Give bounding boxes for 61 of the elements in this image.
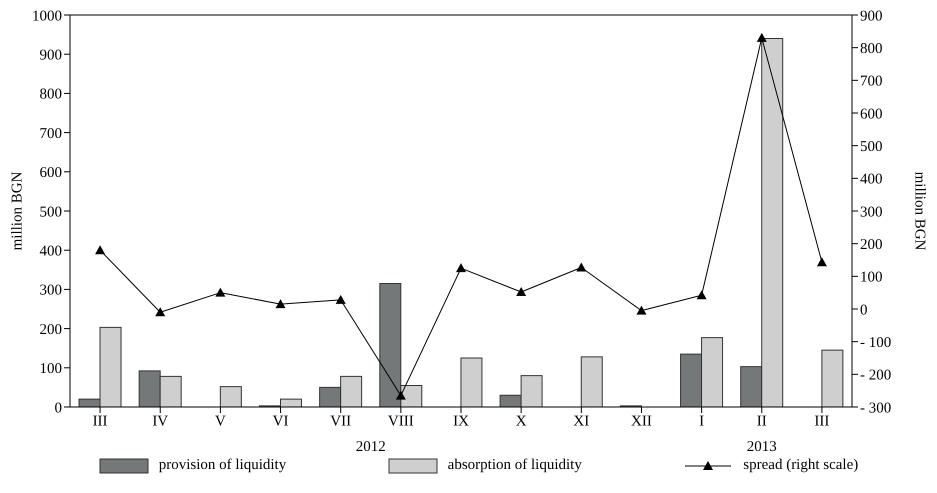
x-tick-label: I	[699, 414, 704, 430]
y2-tick-label: 0	[860, 302, 868, 318]
y2-tick-label: 400	[860, 172, 882, 188]
y2-tick-label: 300	[860, 204, 882, 220]
y2-tick-label: 100	[860, 270, 882, 286]
x-tick-label: XII	[631, 414, 652, 430]
x-tick-label: XI	[573, 414, 590, 430]
x-tick-label: VI	[272, 414, 288, 430]
y2-tick-label: 500	[860, 138, 882, 155]
legend-label: absorption of liquidity	[448, 457, 582, 474]
bar	[580, 356, 603, 407]
point	[576, 262, 586, 272]
legend-label: provision of liquidity	[158, 457, 286, 474]
x-tick-label: VIII	[388, 414, 414, 430]
y-tick-label: 800	[40, 86, 62, 103]
point	[636, 306, 646, 315]
y2-tick-label: - 200	[860, 368, 892, 384]
y2-tick-label: 200	[860, 236, 882, 253]
x-tick-label: II	[756, 414, 767, 430]
point	[336, 294, 346, 304]
x-tick-label: III	[814, 414, 830, 430]
y-tick-label: 500	[40, 204, 62, 220]
point	[756, 32, 767, 42]
point	[95, 245, 106, 254]
y-axis-title: million BGN	[9, 171, 26, 250]
text: 2013	[746, 439, 778, 456]
point	[155, 307, 166, 316]
y2-tick-label: 800	[860, 40, 882, 57]
y-tick-label: 700	[40, 126, 62, 142]
bar	[821, 350, 844, 407]
bar	[460, 358, 482, 407]
point	[816, 257, 827, 266]
y-tick-label: 200	[40, 322, 62, 338]
x-tick-label: X	[516, 414, 527, 430]
y2-axis-title: million BGN	[912, 172, 928, 251]
bar	[220, 386, 242, 407]
point	[516, 287, 526, 296]
y2-tick-label: - 300	[860, 400, 892, 416]
y2-tick-label: - 100	[860, 334, 892, 351]
y-tick-label: 100	[40, 361, 62, 378]
point	[276, 299, 286, 308]
x-tick-label: IX	[453, 414, 470, 430]
x-tick-label: III	[92, 414, 108, 430]
x-tick-label: V	[214, 414, 226, 430]
y-tick-label: 300	[40, 282, 62, 299]
y2-tick-label: 600	[860, 106, 882, 122]
y-tick-label: 1000	[32, 8, 62, 24]
x-tick-label: VII	[330, 414, 352, 430]
y2-tick-label: 700	[860, 74, 882, 90]
y2-tick-label: 900	[860, 8, 882, 24]
point	[696, 290, 707, 300]
text: 2012	[354, 439, 387, 456]
point	[396, 390, 406, 400]
y-tick-label: 600	[40, 165, 62, 182]
point	[215, 288, 226, 297]
y-tick-label: 900	[40, 48, 62, 64]
point	[456, 263, 466, 272]
y-tick-label: 0	[54, 400, 62, 416]
y-tick-label: 400	[40, 244, 62, 260]
legend-label: spread (right scale)	[743, 457, 858, 474]
x-tick-label: IV	[152, 414, 168, 430]
